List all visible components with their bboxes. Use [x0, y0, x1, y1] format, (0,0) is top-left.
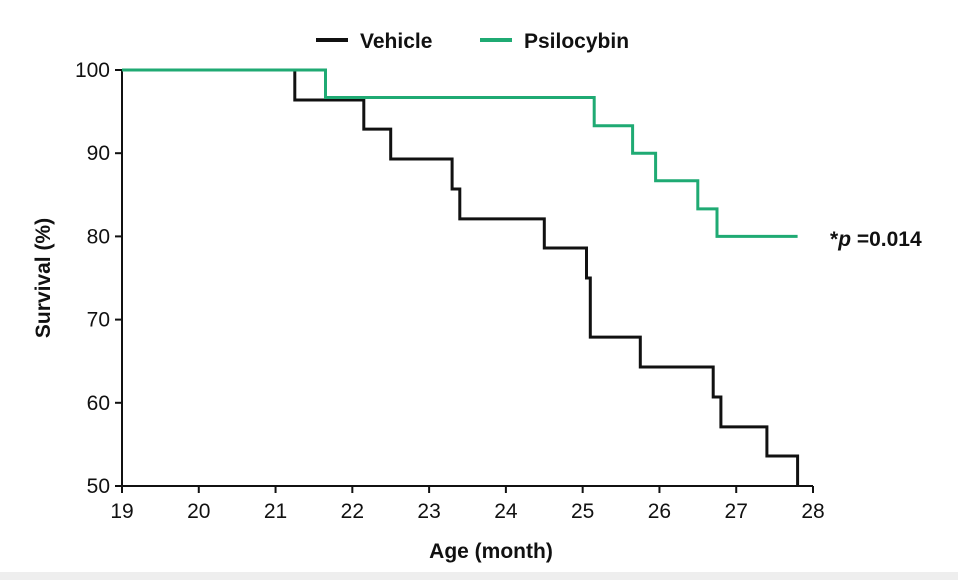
- x-axis-title: Age (month): [429, 540, 553, 563]
- x-tick-label: 20: [187, 500, 210, 523]
- x-ticks: 19 20 21 22 23 24 25 26 27 28: [110, 486, 825, 523]
- legend: Vehicle Psilocybin: [316, 30, 629, 53]
- x-tick-label: 27: [725, 500, 748, 523]
- x-tick-label: 23: [417, 500, 440, 523]
- axes: 19 20 21 22 23 24 25 26 27 28 50 60 70 80 90 100: [75, 59, 825, 523]
- x-tick-label: 26: [648, 500, 671, 523]
- y-tick-label: 60: [87, 392, 110, 415]
- p-value-italic: p: [837, 228, 851, 251]
- x-tick-label: 25: [571, 500, 594, 523]
- y-axis-title: Survival (%): [32, 218, 55, 338]
- x-tick-label: 28: [801, 500, 824, 523]
- y-tick-label: 90: [87, 142, 110, 165]
- x-tick-label: 22: [341, 500, 364, 523]
- legend-label-vehicle: Vehicle: [360, 30, 432, 53]
- y-tick-label: 100: [75, 59, 110, 82]
- series-line-psilocybin: [122, 68, 798, 238]
- y-tick-label: 80: [87, 225, 110, 248]
- legend-label-psilocybin: Psilocybin: [524, 30, 629, 53]
- p-value-prefix: *: [830, 228, 839, 251]
- y-tick-label: 70: [87, 309, 110, 332]
- x-tick-label: 21: [264, 500, 287, 523]
- p-value-annotation: *p =0.014: [830, 228, 922, 251]
- series-line-vehicle: [122, 68, 800, 486]
- x-tick-label: 24: [494, 500, 518, 523]
- series-layer: [122, 68, 800, 486]
- p-value-suffix: =0.014: [851, 228, 922, 251]
- y-tick-label: 50: [87, 475, 110, 498]
- y-ticks: 50 60 70 80 90 100: [75, 59, 122, 498]
- bottom-strip: [0, 572, 958, 580]
- x-tick-label: 19: [110, 500, 133, 523]
